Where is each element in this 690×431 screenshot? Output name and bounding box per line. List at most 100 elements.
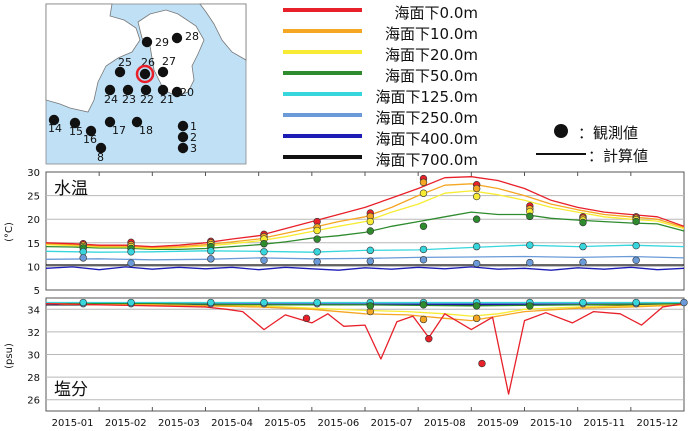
station-label-17: 17 (112, 124, 126, 137)
temp-obs-1-6 (419, 178, 428, 187)
xtick-label-11: 2015-12 (637, 418, 679, 429)
station-label-20: 20 (180, 86, 194, 99)
temp-obs-3-3 (260, 240, 268, 248)
legend-label-2: 海面下20.0m (385, 46, 478, 64)
temp-obs-5-8 (526, 258, 534, 267)
legend-label-6: 海面下400.0m (375, 130, 478, 148)
sal-series-3 (46, 302, 685, 307)
station-dot-8 (95, 142, 107, 154)
station-dot-20 (171, 86, 183, 98)
temp-obs-4-7 (472, 242, 481, 251)
sal-ytick-3: 32 (27, 328, 40, 339)
sal-series-1 (45, 302, 685, 322)
temp-obs-5-6 (419, 256, 428, 264)
station-label-2: 2 (190, 131, 197, 144)
sal-obs-4-0 (366, 302, 375, 310)
temp-obs-4-5 (366, 246, 375, 255)
temp-obs-5-3 (260, 256, 268, 264)
station-label-25: 25 (118, 56, 132, 69)
xtick-label-8: 2015-09 (477, 418, 519, 429)
temp-obs-5-5 (366, 257, 375, 265)
station-dot-3 (177, 142, 189, 154)
xtick-label-5: 2015-06 (318, 418, 360, 429)
temp-obs-5-9 (579, 258, 587, 266)
station-dot-2 (177, 131, 189, 143)
selected-station-marker (135, 64, 155, 84)
station-label-22: 22 (140, 93, 154, 106)
station-label-8: 8 (97, 151, 104, 164)
temp-ytick-1: 10 (27, 262, 40, 273)
station-dot-17 (104, 116, 116, 128)
station-dot-15 (69, 117, 81, 129)
temp-obs-4-10 (632, 241, 640, 250)
observed-legend-label: ：観測値 (578, 124, 638, 142)
temp-ytick-0: 5 (34, 286, 40, 297)
station-label-28: 28 (185, 30, 199, 43)
station-label-23: 23 (122, 93, 136, 106)
temp-obs-5-1 (127, 259, 135, 267)
station-dot-24 (104, 84, 116, 96)
salinity-ylabel: (psu) (4, 343, 15, 369)
sal-series-0 (45, 302, 685, 395)
station-dot-26 (139, 68, 151, 80)
temp-obs-3-5 (366, 227, 375, 235)
legend: 海面下0.0m 海面下10.0m 海面下20.0m 海面下50.0m 海面下125.0m… (283, 4, 478, 169)
xtick-label-6: 2015-07 (371, 418, 413, 429)
x-axis: 2015-01 2015-02 2015-03 2015-04 2015-05 2015-… (45, 172, 679, 429)
station-dot-1 (177, 120, 189, 132)
sal-obs-4-3 (526, 302, 534, 310)
temp-series-3 (45, 211, 685, 251)
temp-obs-2-7 (472, 192, 481, 201)
temp-series-1 (45, 183, 685, 249)
temp-obs-5-0 (79, 254, 87, 262)
temp-obs-3-10 (632, 217, 640, 226)
temp-obs-5-10 (632, 256, 640, 264)
temp-obs-3-7 (472, 215, 481, 223)
temp-obs-4-8 (526, 241, 534, 249)
temp-obs-2-5 (366, 217, 375, 226)
station-label-24: 24 (104, 93, 118, 106)
sal-ytick-2: 30 (27, 351, 40, 362)
xtick-label-9: 2015-10 (530, 418, 572, 429)
temp-series-2 (45, 190, 685, 250)
station-label-18: 18 (139, 124, 153, 137)
temp-obs-4-4 (313, 248, 321, 256)
temp-obs-3-4 (313, 235, 321, 243)
temp-ytick-5: 30 (27, 168, 40, 179)
legend-label-3: 海面下50.0m (385, 67, 478, 85)
temp-obs-4-0 (79, 248, 87, 256)
temperature-title: 水温 (54, 179, 88, 199)
sal-ytick-4: 34 (27, 305, 40, 316)
sal-obs-2-11 (680, 298, 688, 307)
sal-obs-0-2 (478, 359, 486, 368)
temp-ytick-3: 20 (27, 215, 40, 226)
legend-label-5: 海面下250.0m (375, 109, 478, 127)
station-label-29: 29 (155, 36, 169, 49)
sal-ytick-0: 26 (27, 396, 40, 407)
temp-obs-4-2 (207, 247, 215, 255)
sal-obs-3-0 (79, 298, 87, 307)
temp-obs-3-8 (526, 212, 534, 221)
salinity-title: 塩分 (54, 380, 88, 400)
station-label-27: 27 (162, 55, 176, 68)
temp-series-4 (45, 244, 685, 253)
temp-obs-3-6 (419, 222, 428, 230)
temp-ytick-2: 15 (27, 239, 40, 250)
station-dot-23 (122, 84, 134, 96)
xtick-label-3: 2015-04 (211, 418, 253, 429)
observed-computed-legend: ：観測値 ：計算値 (536, 124, 648, 165)
station-label-15: 15 (69, 125, 83, 138)
temp-obs-2-6 (419, 189, 428, 197)
xtick-label-2: 2015-03 (158, 418, 200, 429)
sal-obs-3-9 (579, 298, 587, 307)
legend-label-4: 海面下125.0m (375, 88, 478, 106)
sal-obs-3-1 (127, 298, 135, 307)
xtick-label-1: 2015-02 (105, 418, 147, 429)
xtick-label-0: 2015-01 (52, 418, 94, 429)
sal-obs-1-2 (472, 314, 481, 323)
station-label-3: 3 (190, 142, 197, 155)
sal-obs-0-0 (302, 314, 311, 323)
temp-obs-5-2 (207, 255, 215, 263)
temp-series-5 (45, 255, 685, 261)
